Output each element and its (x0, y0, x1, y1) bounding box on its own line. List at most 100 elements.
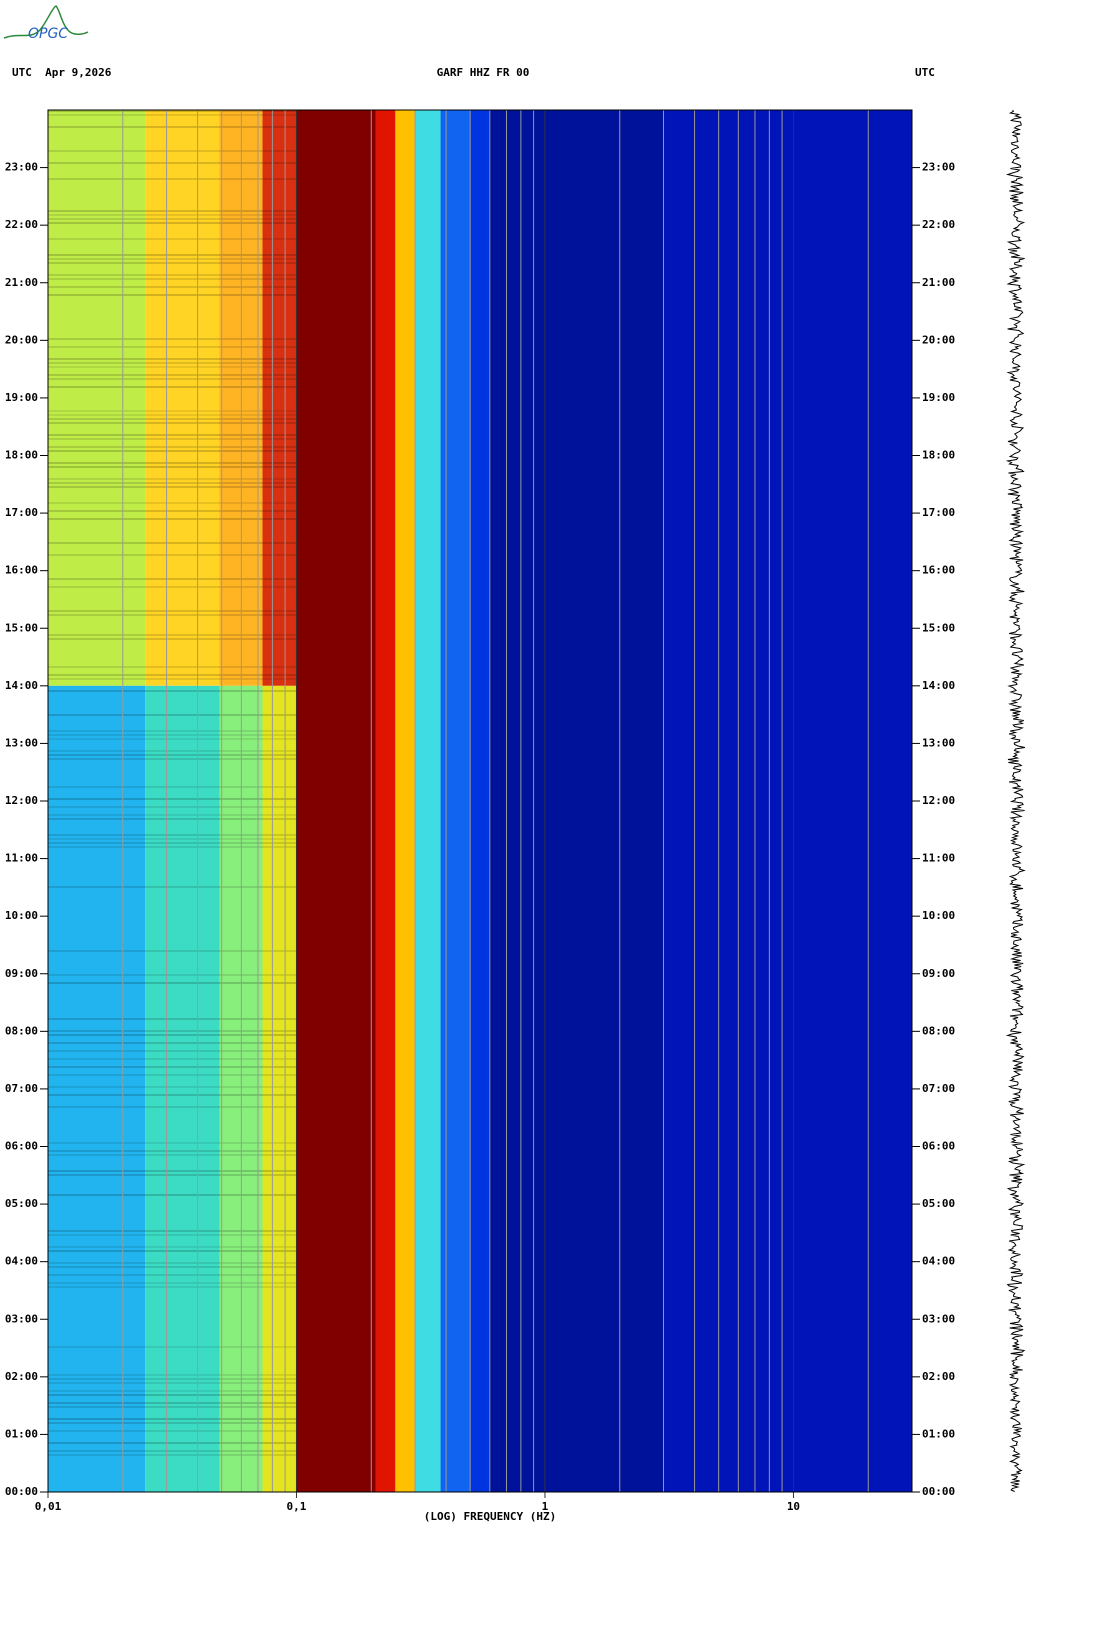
texture-streak (48, 1402, 297, 1404)
texture-streak (48, 254, 297, 256)
texture-streak (48, 1154, 297, 1156)
y-tick-label: 01:00 (5, 1427, 38, 1440)
texture-streak (48, 974, 297, 976)
y-tick-label: 23:00 (5, 161, 38, 174)
y-tick-label: 16:00 (5, 564, 38, 577)
texture-streak (48, 462, 297, 464)
texture-streak (48, 1042, 297, 1044)
texture-streak (48, 842, 297, 844)
header-right: UTC (915, 66, 935, 79)
texture-streak (48, 1266, 297, 1268)
chart-title: GARF HHZ FR 00 (437, 66, 530, 79)
y-tick-label: 03:00 (5, 1312, 38, 1325)
y-tick-label-right: 11:00 (922, 852, 955, 865)
spectral-band (145, 685, 220, 1492)
y-tick-label: 10:00 (5, 909, 38, 922)
texture-streak (48, 438, 297, 440)
texture-streak (48, 346, 297, 348)
spectral-band (470, 110, 490, 1492)
texture-streak (48, 338, 297, 340)
logo-text: OPGC (28, 26, 68, 42)
texture-streak (48, 818, 297, 820)
texture-streak (48, 950, 297, 952)
spectral-band (440, 110, 471, 1492)
texture-streak (48, 1394, 297, 1396)
texture-streak (48, 414, 297, 416)
spectral-band (415, 110, 441, 1492)
spectral-band (145, 110, 220, 686)
texture-streak (48, 1170, 297, 1172)
texture-streak (48, 982, 297, 984)
texture-streak (48, 1194, 297, 1196)
texture-streak (48, 486, 297, 488)
spectral-band (262, 110, 297, 686)
y-tick-label: 08:00 (5, 1024, 38, 1037)
texture-streak (48, 690, 297, 692)
texture-streak (48, 798, 297, 800)
texture-streak (48, 1074, 297, 1076)
spectral-band (48, 685, 146, 1492)
texture-streak (48, 1246, 297, 1248)
x-tick-label: 0,01 (35, 1500, 62, 1513)
texture-streak (48, 374, 297, 376)
texture-streak (48, 418, 297, 420)
texture-streak (48, 126, 297, 128)
texture-streak (48, 678, 297, 680)
y-tick-label: 09:00 (5, 967, 38, 980)
texture-streak (48, 1018, 297, 1020)
texture-streak (48, 410, 297, 412)
y-tick-label-right: 16:00 (922, 564, 955, 577)
texture-streak (48, 754, 297, 756)
y-tick-label-right: 09:00 (922, 967, 955, 980)
texture-streak (48, 786, 297, 788)
texture-streak (48, 1390, 297, 1392)
y-tick-label-right: 14:00 (922, 679, 955, 692)
y-tick-label-right: 08:00 (922, 1024, 955, 1037)
y-tick-label: 15:00 (5, 621, 38, 634)
texture-streak (48, 510, 297, 512)
x-tick-label: 0,1 (287, 1500, 307, 1513)
texture-streak (48, 1378, 297, 1380)
y-tick-label-right: 07:00 (922, 1082, 955, 1095)
texture-streak (48, 1422, 297, 1424)
texture-streak (48, 614, 297, 616)
y-tick-label-right: 15:00 (922, 621, 955, 634)
y-tick-label-right: 21:00 (922, 276, 955, 289)
texture-streak (48, 586, 297, 588)
texture-streak (48, 114, 297, 116)
texture-streak (48, 1274, 297, 1276)
texture-streak (48, 1430, 297, 1432)
y-tick-label-right: 12:00 (922, 794, 955, 807)
texture-streak (48, 238, 297, 240)
texture-streak (48, 750, 297, 752)
y-tick-label: 20:00 (5, 333, 38, 346)
spectral-band (375, 110, 396, 1492)
texture-streak (48, 274, 297, 276)
x-tick-label: 1 (542, 1500, 549, 1513)
spectral-band (663, 110, 912, 1492)
y-tick-label: 00:00 (5, 1485, 38, 1498)
texture-streak (48, 378, 297, 380)
texture-streak (48, 478, 297, 480)
texture-streak (48, 806, 297, 808)
texture-streak (48, 518, 297, 520)
y-tick-label: 17:00 (5, 506, 38, 519)
spectral-band (262, 685, 297, 1492)
y-tick-label-right: 18:00 (922, 449, 955, 462)
y-tick-label: 12:00 (5, 794, 38, 807)
texture-streak (48, 886, 297, 888)
texture-streak (48, 1450, 297, 1452)
y-tick-label-right: 20:00 (922, 333, 955, 346)
texture-streak (48, 1262, 297, 1264)
texture-streak (48, 1086, 297, 1088)
y-tick-label-right: 06:00 (922, 1140, 955, 1153)
y-tick-label: 05:00 (5, 1197, 38, 1210)
texture-streak (48, 834, 297, 836)
texture-streak (48, 294, 297, 296)
texture-streak (48, 1234, 297, 1236)
texture-streak (48, 1034, 297, 1036)
y-tick-label: 02:00 (5, 1370, 38, 1383)
texture-streak (48, 162, 297, 164)
texture-streak (48, 450, 297, 452)
y-tick-label-right: 01:00 (922, 1427, 955, 1440)
